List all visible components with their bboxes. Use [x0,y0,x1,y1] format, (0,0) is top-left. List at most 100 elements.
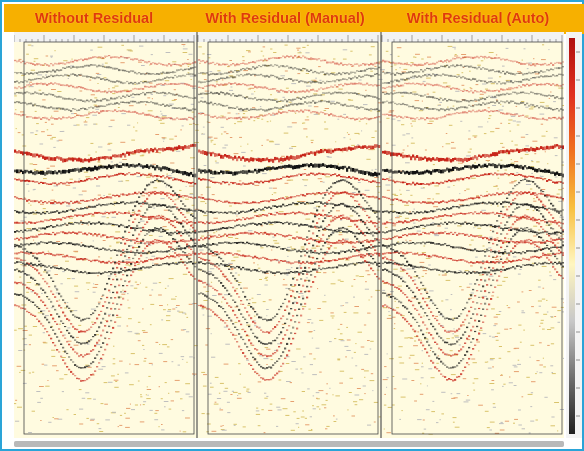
reflector-segment [278,166,281,169]
reflector-segment [148,250,151,253]
reflector-segment [46,156,49,160]
reflector-segment [18,257,21,260]
reflector-segment [162,251,165,253]
noise-speck [108,193,112,195]
reflector-segment [272,65,275,67]
reflector-segment [168,205,171,208]
reflector-segment [52,69,55,72]
reflector-segment [22,237,25,240]
reflector-segment [174,226,177,229]
reflector-segment [166,206,169,208]
reflector-segment [120,110,123,112]
reflector-segment [154,116,157,118]
reflector-segment [156,149,159,153]
reflector-segment [150,114,153,117]
reflector-segment [244,108,247,110]
reflector-segment [174,219,177,221]
reflector-segment [78,201,81,204]
noise-speck [73,124,77,126]
reflector-segment [106,99,109,102]
reflector-segment [192,250,195,253]
reflector-segment [248,202,251,204]
reflector-segment [224,72,227,74]
noise-speck [370,70,373,72]
reflector-segment [102,176,105,178]
reflector-segment [24,296,27,298]
noise-speck [227,412,231,414]
reflector-segment [246,255,249,257]
reflector-segment [80,354,83,356]
reflector-segment [292,223,295,226]
reflector-segment [48,225,51,228]
reflector-segment [104,234,107,236]
reflector-segment [210,285,213,288]
noise-speck [180,398,183,400]
reflector-segment [82,222,85,224]
reflector-segment [52,171,55,175]
reflector-segment [200,292,203,294]
noise-speck [127,307,131,309]
reflector-segment [138,93,141,96]
reflector-segment [232,323,235,325]
reflector-segment [256,336,259,339]
reflector-segment [122,90,125,92]
reflector-segment [222,181,225,183]
reflector-segment [118,260,121,263]
noise-speck [249,299,251,301]
reflector-segment [216,266,219,269]
reflector-segment [90,157,93,162]
noise-speck [141,330,146,332]
reflector-segment [256,158,259,162]
noise-speck [189,185,194,187]
reflector-segment [60,182,63,184]
reflector-segment [150,101,153,103]
reflector-segment [48,219,51,222]
reflector-segment [148,194,151,197]
noise-speck [257,381,262,383]
reflector-segment [294,196,297,198]
reflector-segment [282,248,285,250]
noise-speck [265,65,270,67]
reflector-segment [124,69,127,72]
reflector-segment [20,81,23,83]
reflector-segment [18,270,21,273]
reflector-segment [96,353,99,356]
reflector-segment [268,259,271,261]
reflector-segment [130,193,133,195]
reflector-segment [162,71,165,74]
reflector-segment [216,243,219,246]
reflector-segment [66,84,69,87]
noise-speck [141,154,145,156]
reflector-segment [116,314,119,316]
reflector-segment [152,102,155,104]
reflector-segment [238,70,241,73]
reflector-segment [224,263,227,266]
reflector-segment [54,344,57,347]
reflector-segment [298,173,301,175]
reflector-segment [26,84,29,87]
reflector-segment [180,248,183,251]
reflector-segment [254,168,257,172]
reflector-segment [264,354,267,356]
reflector-segment [64,326,67,328]
reflector-segment [234,70,237,72]
noise-speck [288,179,294,181]
reflector-segment [264,206,267,208]
reflector-segment [160,180,163,182]
noise-speck [296,47,301,49]
reflector-segment [88,259,91,261]
reflector-segment [68,97,71,100]
reflector-segment [264,343,267,345]
reflector-segment [194,278,197,280]
reflector-segment [42,313,45,315]
reflector-segment [58,170,61,173]
reflector-segment [204,169,207,174]
reflector-segment [264,379,267,381]
reflector-segment [106,174,109,177]
reflector-segment [112,211,115,214]
reflector-segment [276,100,279,103]
reflector-segment [94,177,97,179]
reflector-segment [22,210,25,213]
noise-speck [302,179,305,181]
reflector-segment [202,169,205,172]
